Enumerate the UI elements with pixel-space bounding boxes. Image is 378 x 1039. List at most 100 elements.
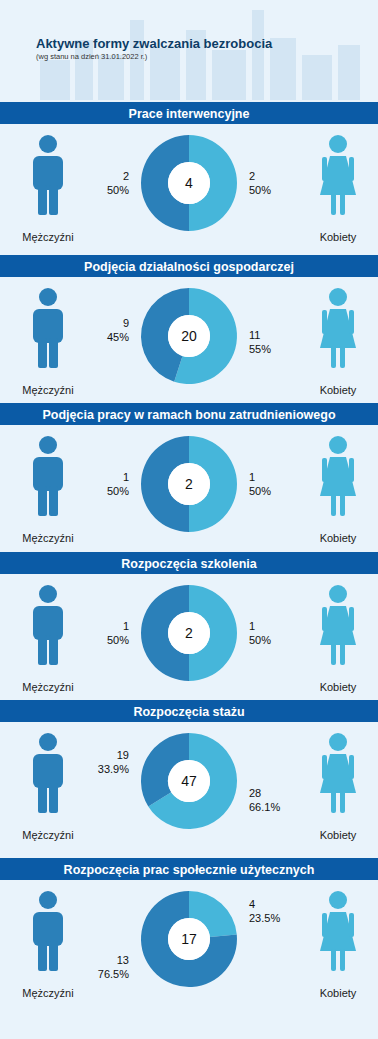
icon-leg: [331, 949, 336, 971]
category-label: Kobiety: [320, 532, 357, 544]
skyline-block: [270, 38, 296, 100]
icon-dress: [320, 309, 356, 348]
share-label: 33.9%: [98, 763, 129, 775]
icon-leg: [331, 791, 336, 813]
share-label: 50%: [107, 634, 129, 646]
icon-leg: [331, 494, 336, 516]
total-label: 4: [185, 175, 193, 191]
icon-body: [33, 156, 63, 190]
icon-dress: [320, 156, 356, 195]
share-label: 55%: [249, 343, 271, 355]
chart-panel: Rozpoczęcia prac społecznie użytecznych M…: [0, 858, 378, 999]
chart-panel: Rozpoczęcia stażuMężczyźniKobiety471933.…: [0, 700, 378, 841]
share-label: 50%: [107, 485, 129, 497]
donut-hole: [168, 162, 210, 204]
chart-title: Rozpoczęcia szkolenia: [121, 557, 258, 571]
icon-leg: [49, 486, 58, 516]
count-label: 1: [249, 620, 255, 632]
icon-leg: [331, 643, 336, 665]
man-icon: [33, 436, 63, 516]
icon-leg: [38, 941, 47, 971]
skyline-block: [150, 48, 180, 100]
count-label: 13: [117, 954, 129, 966]
icon-arm: [349, 310, 354, 334]
icon-leg: [38, 783, 47, 813]
icon-leg: [340, 949, 345, 971]
share-label: 50%: [249, 634, 271, 646]
chart-panel: Podjęcia działalności gospodarczejMężczy…: [0, 255, 378, 396]
icon-head: [329, 436, 347, 454]
page: {"title": "Aktywne formy zwalczania bezr…: [0, 0, 378, 1039]
total-label: 17: [181, 931, 197, 947]
icon-head: [329, 891, 347, 909]
woman-icon: [320, 891, 356, 971]
share-label: 45%: [107, 331, 129, 343]
skyline-block: [338, 45, 360, 100]
icon-head: [39, 436, 57, 454]
chart-title: Podjęcia pracy w ramach bonu zatrudnieni…: [42, 408, 335, 422]
icon-body: [33, 309, 63, 343]
icon-dress: [320, 606, 356, 645]
icon-body: [33, 457, 63, 491]
donut-hole: [168, 918, 210, 960]
panel-header: [0, 700, 378, 722]
category-label: Kobiety: [320, 681, 357, 693]
icon-leg: [49, 185, 58, 215]
icon-leg: [38, 635, 47, 665]
icon-leg: [49, 783, 58, 813]
icon-arm: [322, 755, 327, 779]
total-label: 2: [185, 625, 193, 641]
subtitle: (wg stanu na dzień 31.01.2022 r.): [36, 52, 148, 61]
count-label: 11: [249, 329, 260, 341]
chart-title: Rozpoczęcia prac społecznie użytecznych: [64, 863, 315, 877]
category-label: Mężczyźni: [22, 987, 73, 999]
icon-leg: [49, 941, 58, 971]
category-label: Mężczyźni: [22, 532, 73, 544]
donut: [141, 135, 237, 231]
chart-panel: Podjęcia pracy w ramach bonu zatrudnieni…: [0, 403, 378, 544]
category-label: Kobiety: [320, 829, 357, 841]
icon-leg: [331, 193, 336, 215]
skyline-block: [40, 60, 70, 100]
icon-head: [329, 135, 347, 153]
icon-head: [39, 733, 57, 751]
count-label: 19: [117, 749, 129, 761]
count-label: 2: [249, 170, 255, 182]
woman-icon: [320, 585, 356, 665]
donut: [141, 436, 237, 532]
donut-hole: [168, 315, 210, 357]
icon-arm: [322, 310, 327, 334]
skyline-block: [98, 55, 124, 100]
count-label: 4: [249, 898, 255, 910]
icon-leg: [340, 791, 345, 813]
category-label: Mężczyźni: [22, 829, 73, 841]
count-label: 2: [123, 170, 129, 182]
icon-leg: [340, 193, 345, 215]
icon-leg: [340, 494, 345, 516]
icon-leg: [340, 643, 345, 665]
total-label: 47: [181, 773, 197, 789]
share-label: 50%: [107, 184, 129, 196]
count-label: 28: [249, 787, 261, 799]
man-icon: [33, 288, 63, 368]
icon-body: [33, 754, 63, 788]
icon-leg: [331, 346, 336, 368]
count-label: 1: [123, 620, 129, 632]
icon-arm: [322, 157, 327, 181]
category-label: Mężczyźni: [22, 231, 73, 243]
icon-leg: [340, 346, 345, 368]
icon-leg: [38, 338, 47, 368]
man-icon: [33, 733, 63, 813]
icon-head: [39, 288, 57, 306]
icon-arm: [349, 458, 354, 482]
icon-dress: [320, 457, 356, 496]
icon-arm: [349, 913, 354, 937]
chart-panel: Rozpoczęcia szkoleniaMężczyźniKobiety215…: [0, 552, 378, 693]
category-label: Kobiety: [320, 231, 357, 243]
icon-head: [329, 733, 347, 751]
woman-icon: [320, 135, 356, 215]
donut: [141, 891, 237, 987]
category-label: Kobiety: [320, 384, 357, 396]
panel-header: [0, 102, 378, 124]
icon-arm: [322, 458, 327, 482]
